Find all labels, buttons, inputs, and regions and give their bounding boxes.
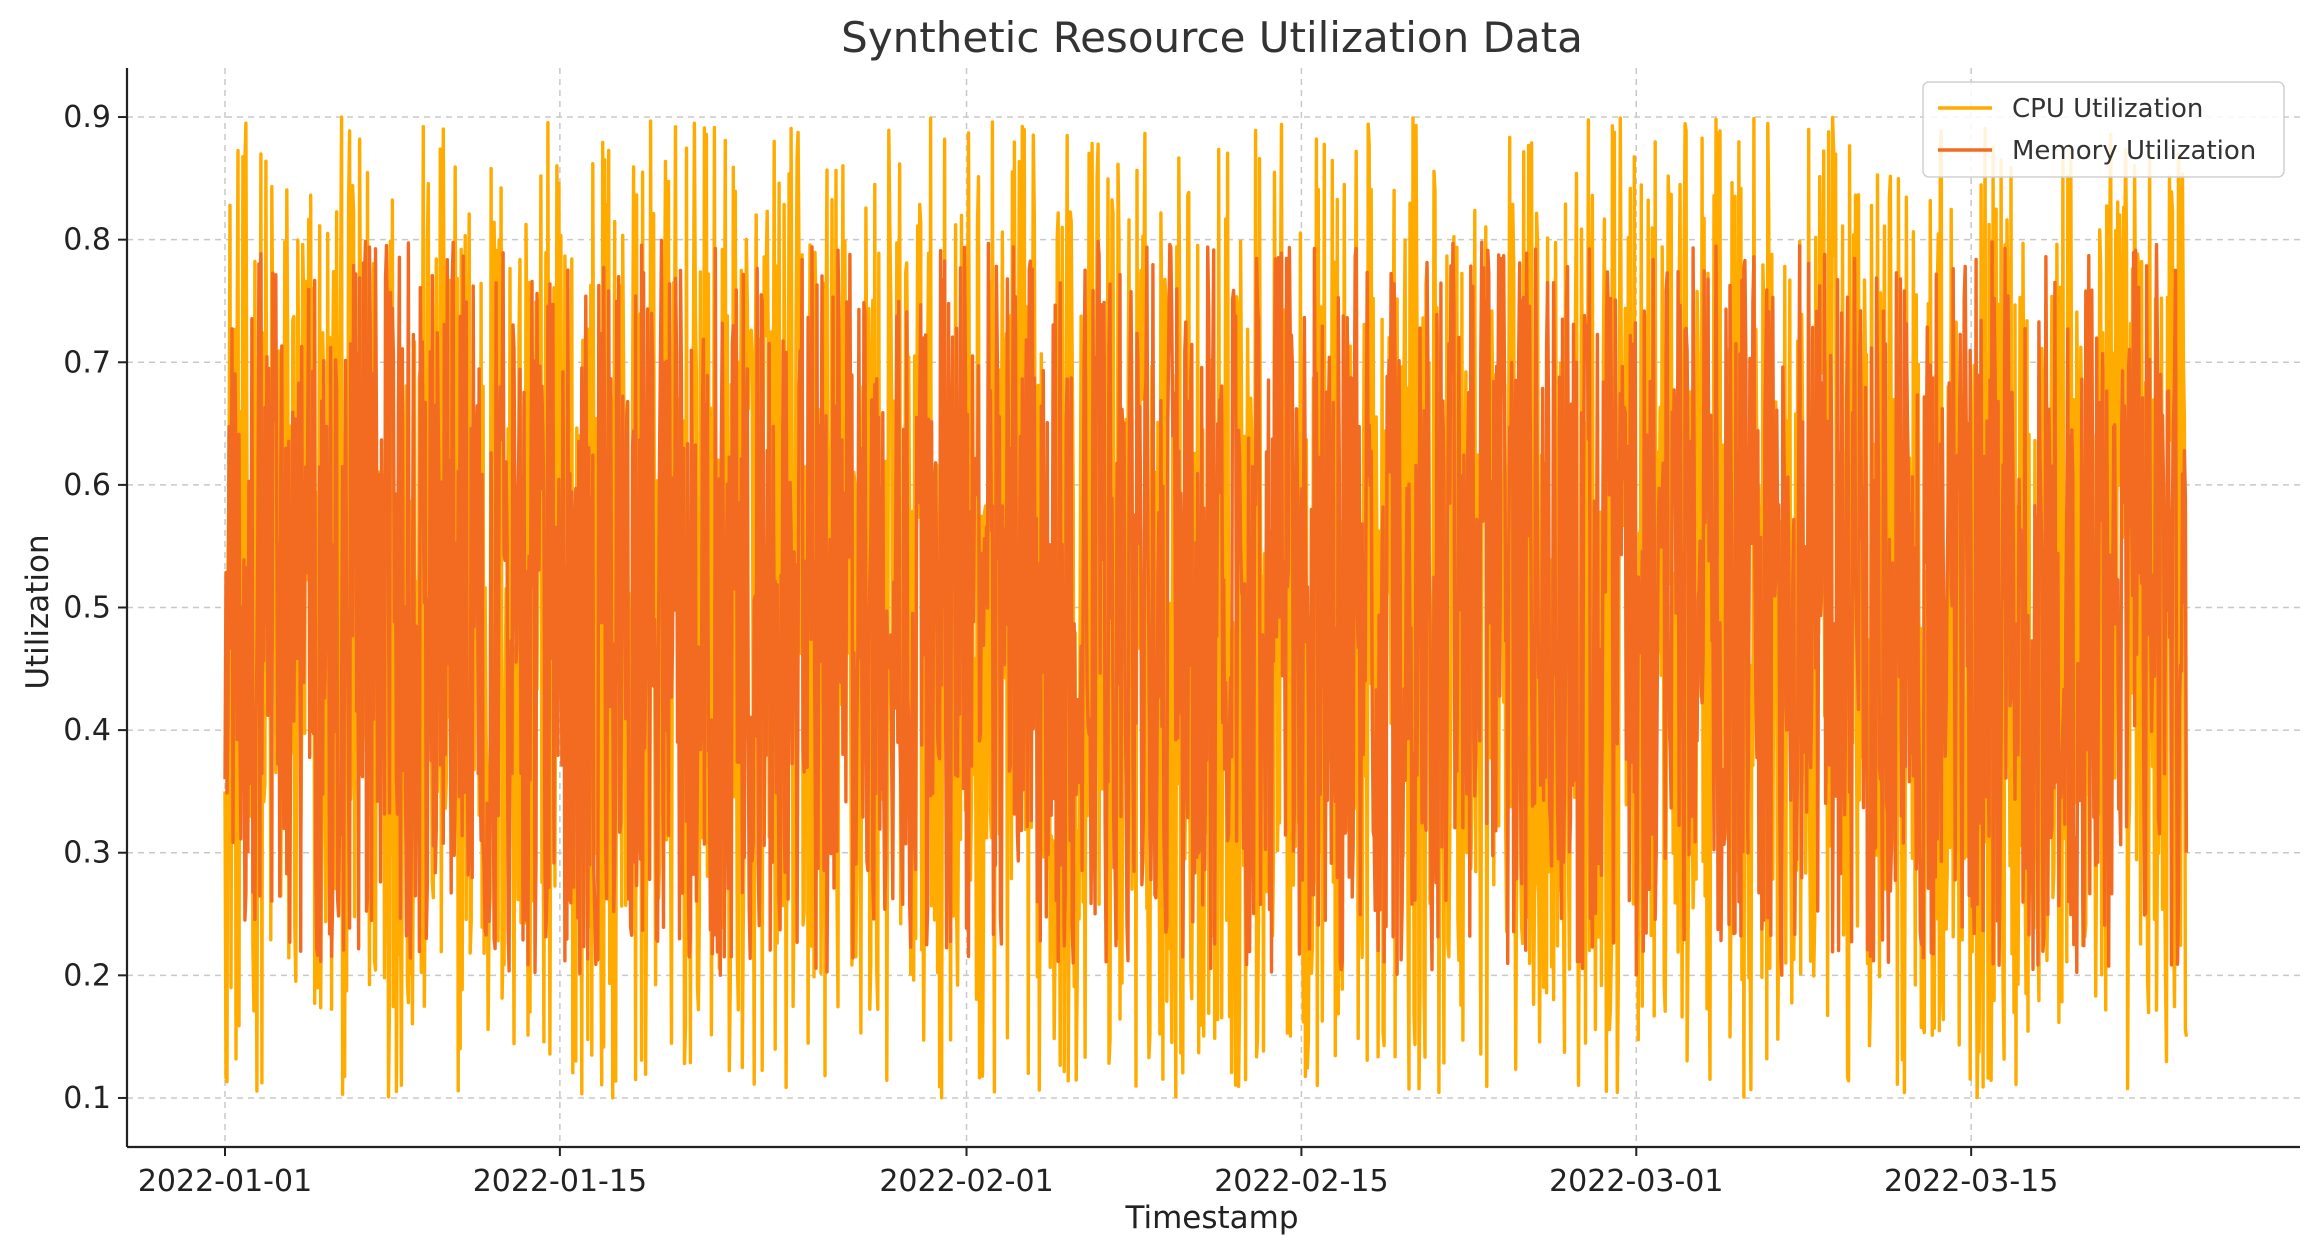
legend: CPU Utilization Memory Utilization xyxy=(1922,81,2285,178)
y-tick-label: 0.5 xyxy=(63,591,111,626)
x-tick-label: 2022-02-15 xyxy=(1214,1164,1388,1199)
y-tick-label: 0.3 xyxy=(63,836,111,871)
series-line-memory xyxy=(223,238,2189,977)
x-tick-label: 2022-01-01 xyxy=(138,1164,312,1199)
y-axis-label: Utilization xyxy=(20,534,56,689)
y-tick-label: 0.6 xyxy=(63,468,111,503)
legend-label-memory: Memory Utilization xyxy=(2012,136,2256,166)
legend-label-cpu: CPU Utilization xyxy=(2012,94,2203,124)
y-tick-label: 0.1 xyxy=(63,1081,111,1116)
legend-box xyxy=(1922,81,2285,178)
series-lines xyxy=(223,115,2189,1100)
x-tick-label: 2022-02-01 xyxy=(879,1164,1053,1199)
x-tick-label: 2022-01-15 xyxy=(473,1164,647,1199)
tick-labels: 0.1 0.2 0.3 0.4 0.5 0.6 0.7 0.8 0.9 2022-01-01 202… xyxy=(63,100,2058,1199)
y-tick-label: 0.2 xyxy=(63,958,111,993)
x-tick-label: 2022-03-15 xyxy=(1884,1164,2058,1199)
chart-title: Synthetic Resource Utilization Data xyxy=(841,13,1583,62)
x-axis-label: Timestamp xyxy=(1124,1200,1298,1236)
y-tick-label: 0.9 xyxy=(63,100,111,135)
y-tick-label: 0.8 xyxy=(63,223,111,258)
x-tick-label: 2022-03-01 xyxy=(1549,1164,1723,1199)
y-tick-label: 0.7 xyxy=(63,345,111,380)
y-tick-label: 0.4 xyxy=(63,713,111,748)
